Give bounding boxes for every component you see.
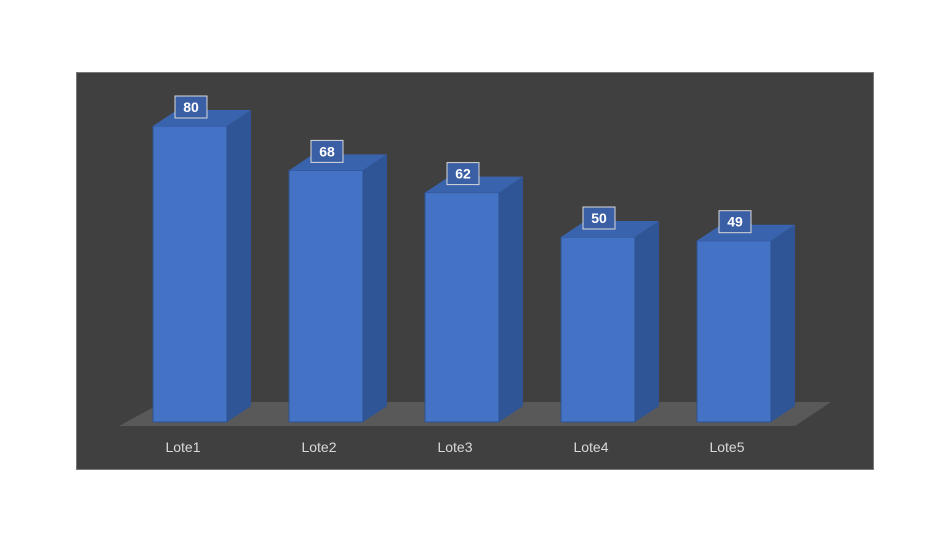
bar-side (227, 110, 251, 422)
bar-lote2: 68 (288, 139, 387, 423)
category-label: Lote1 (165, 439, 200, 455)
data-label: 80 (183, 99, 199, 115)
category-label: Lote5 (709, 439, 744, 455)
bar-front (560, 236, 636, 423)
bar-front (696, 240, 772, 423)
bar-chart: 80 68 62 50 49 Lote1 Lote2 Lote3 Lote4 Lote5 (119, 95, 831, 455)
bar-front (288, 169, 364, 423)
category-label: Lote4 (573, 439, 608, 455)
bar-front (424, 192, 500, 423)
data-label-box (174, 95, 208, 119)
data-label-box (310, 139, 344, 163)
chart-area: 80 68 62 50 49 Lote1 Lote2 Lote3 Lote4 Lote5 (76, 72, 874, 470)
data-label: 50 (591, 210, 607, 226)
bar-lote4: 50 (560, 206, 659, 423)
bar-side (771, 224, 795, 422)
category-label: Lote3 (437, 439, 472, 455)
data-label-box (718, 210, 752, 234)
bar-side (363, 154, 387, 422)
bar-lote5: 49 (696, 210, 795, 423)
bar-front (152, 125, 228, 423)
data-label: 49 (727, 214, 743, 230)
category-labels: Lote1 Lote2 Lote3 Lote4 Lote5 (165, 439, 744, 455)
data-label: 68 (319, 143, 335, 159)
bars-layer: 80 68 62 50 49 (152, 95, 795, 423)
data-label-box (446, 162, 480, 186)
data-label-box (582, 206, 616, 230)
category-label: Lote2 (301, 439, 336, 455)
data-label: 62 (455, 166, 471, 182)
bar-lote1: 80 (152, 95, 251, 423)
bar-lote3: 62 (424, 162, 523, 423)
bar-side (499, 176, 523, 422)
bar-side (635, 221, 659, 422)
